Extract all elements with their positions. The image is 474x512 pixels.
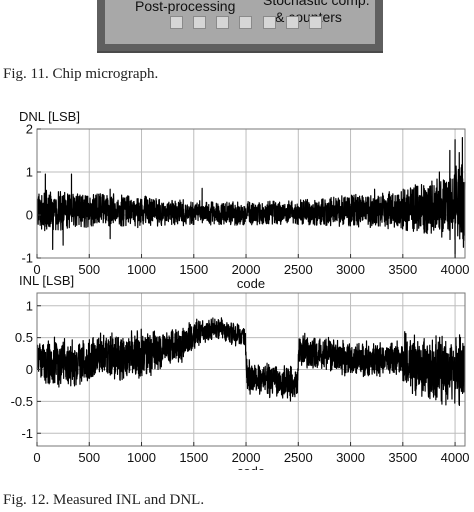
- inl-dnl-figure: 0 500 1000 1500 2000 2500 3000 3500 4000210-1DNL…: [11, 109, 470, 470]
- x-tick-label: 3500: [388, 262, 417, 277]
- micrograph-label-post-processing: Post-processing: [135, 0, 236, 14]
- x-tick-label: 0: [33, 450, 40, 465]
- x-tick-label: 2500: [284, 262, 313, 277]
- x-tick-label: 1000: [127, 262, 156, 277]
- y-tick-label: 1: [26, 298, 33, 313]
- figure-12-caption: Fig. 12. Measured INL and DNL.: [3, 492, 205, 508]
- y-tick-label: 2: [26, 122, 33, 137]
- x-tick-label: 2500: [284, 450, 313, 465]
- x-tick-label: 0: [33, 262, 40, 277]
- dnl-chart: 0 500 1000 1500 2000 2500 3000 3500 4000210-1DNL…: [19, 109, 470, 291]
- x-tick-label: 500: [78, 450, 100, 465]
- y-tick-label: 1: [26, 165, 33, 180]
- chip-micrograph: Post-processing Stochastic comp. & count…: [97, 0, 383, 53]
- x-tick-label: 2000: [232, 450, 261, 465]
- x-tick-label: 2000: [232, 262, 261, 277]
- y-tick-label: -0.5: [11, 394, 33, 409]
- bond-pad: [286, 16, 299, 29]
- plot-frame: [36, 128, 466, 259]
- x-tick-label: 1000: [127, 450, 156, 465]
- y-axis-label: INL [LSB]: [19, 273, 74, 288]
- x-tick-label: 3000: [336, 262, 365, 277]
- x-tick-label: 3000: [336, 450, 365, 465]
- x-tick-label: 4000: [441, 450, 470, 465]
- y-tick-label: 0: [26, 208, 33, 223]
- bond-pad: [309, 16, 322, 29]
- y-axis-label: DNL [LSB]: [19, 109, 80, 124]
- figure-11-caption: Fig. 11. Chip micrograph.: [3, 66, 159, 82]
- y-tick-label: -1: [21, 251, 33, 266]
- x-tick-label: 1500: [179, 262, 208, 277]
- dnl-series-line: [36, 137, 466, 259]
- y-tick-label: 0.5: [15, 330, 33, 345]
- x-tick-label: 3500: [388, 450, 417, 465]
- bond-pad: [170, 16, 183, 29]
- x-tick-label: 4000: [441, 262, 470, 277]
- x-axis-label: code: [237, 276, 265, 291]
- y-tick-label: 0: [26, 362, 33, 377]
- inl-series-line: [36, 317, 466, 406]
- micrograph-label-stochastic: Stochastic comp.: [263, 0, 370, 8]
- bond-pad: [239, 16, 252, 29]
- bond-pad: [216, 16, 229, 29]
- inl-chart: 0 500 1000 1500 2000 2500 3000 3500 4000 1 0.5 0 -0.…: [11, 273, 470, 470]
- x-tick-label: 500: [78, 262, 100, 277]
- bond-pad: [263, 16, 276, 29]
- y-tick-label: -1: [21, 426, 33, 441]
- bond-pad: [193, 16, 206, 29]
- x-axis-label: code: [237, 464, 265, 470]
- x-tick-label: 1500: [179, 450, 208, 465]
